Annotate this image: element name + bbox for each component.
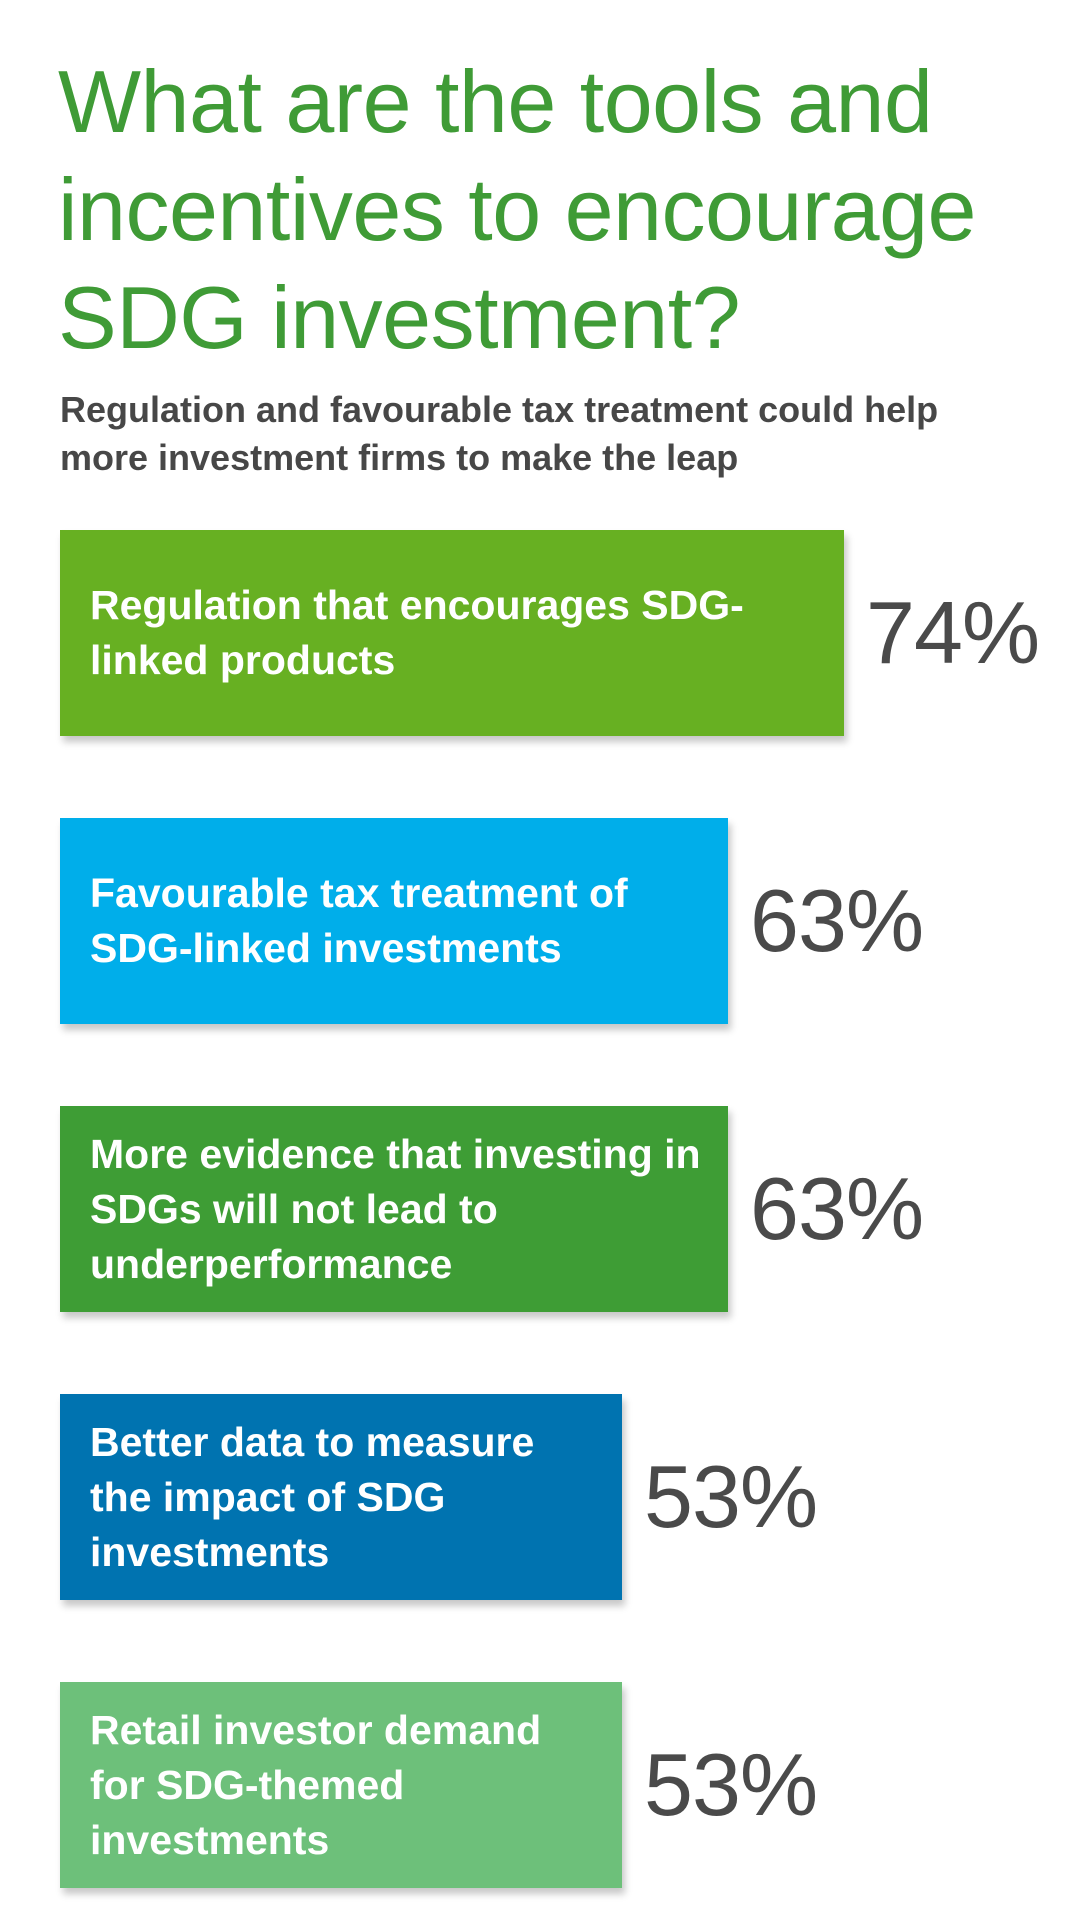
bar-label-1: Regulation that encourages SDG-linked pr… — [90, 582, 744, 683]
bar-5: Retail investor demand for SDG-themed in… — [60, 1682, 622, 1888]
bar-value-label-4: 53% — [644, 1447, 818, 1546]
bar-label-3: More evidence that investing in SDGs wil… — [90, 1130, 701, 1287]
bar-4: Better data to measure the impact of SDG… — [60, 1394, 622, 1600]
bar-3: More evidence that investing in SDGs wil… — [60, 1106, 728, 1312]
bar-label-5: Retail investor demand for SDG-themed in… — [90, 1706, 542, 1863]
bar-label-2: Favourable tax treatment of SDG-linked i… — [90, 870, 628, 971]
bar-label-4: Better data to measure the impact of SDG… — [90, 1418, 535, 1575]
chart-title: What are the tools and incentives to enc… — [58, 52, 977, 367]
bar-1: Regulation that encourages SDG-linked pr… — [60, 530, 844, 736]
chart-subtitle: Regulation and favourable tax treatment … — [60, 389, 939, 478]
bar-value-label-2: 63% — [750, 871, 924, 970]
bar-value-label-1: 74% — [866, 583, 1040, 682]
bar-value-label-3: 63% — [750, 1159, 924, 1258]
bar-2: Favourable tax treatment of SDG-linked i… — [60, 818, 728, 1024]
bar-value-label-5: 53% — [644, 1735, 818, 1834]
